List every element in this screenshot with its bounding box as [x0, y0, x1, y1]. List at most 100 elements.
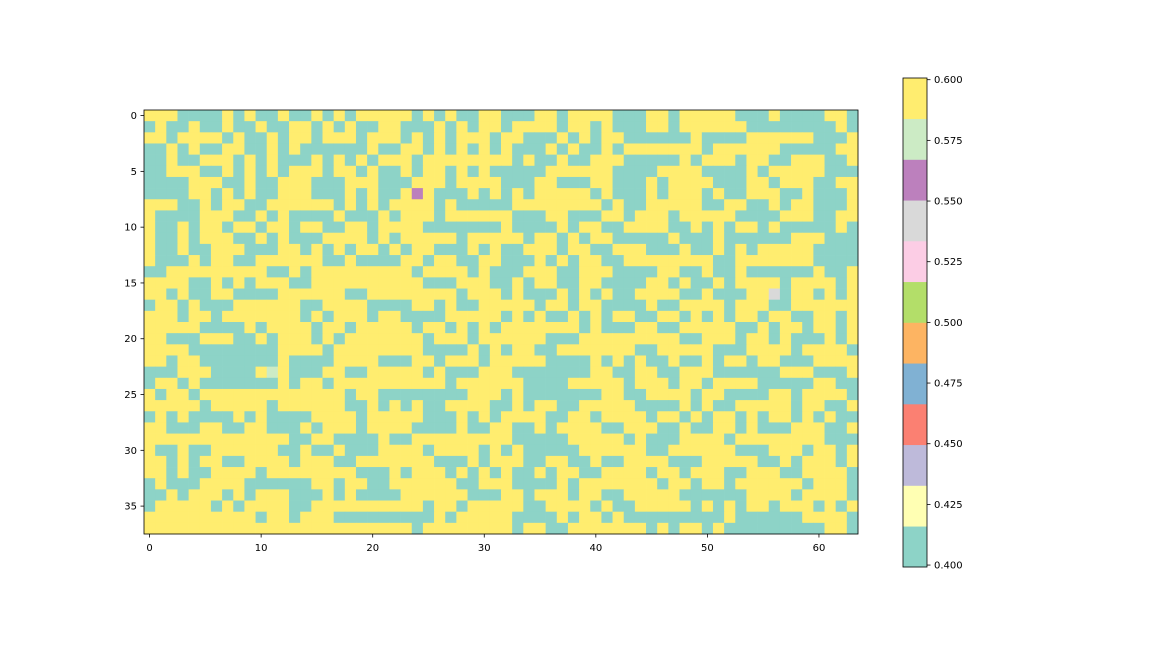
- heatmap-cell: [668, 266, 680, 278]
- heatmap-cell: [233, 288, 245, 301]
- heatmap-cell: [601, 121, 613, 133]
- heatmap-cell: [322, 132, 335, 144]
- heatmap-cell: [668, 511, 680, 524]
- heatmap-cell: [623, 243, 636, 256]
- heatmap-cell: [277, 366, 290, 379]
- heatmap-cell: [556, 176, 569, 189]
- heatmap-cell: [623, 288, 636, 301]
- heatmap-cell: [534, 288, 546, 301]
- heatmap-cell: [534, 388, 546, 401]
- heatmap-cell: [400, 154, 413, 167]
- heatmap-cell: [579, 255, 591, 267]
- heatmap-cell: [724, 444, 736, 457]
- heatmap-cell: [701, 444, 714, 457]
- heatmap-cell: [712, 355, 725, 367]
- heatmap-cell: [712, 478, 725, 490]
- heatmap-cell: [791, 455, 803, 468]
- heatmap-cell: [199, 188, 212, 200]
- heatmap-cell: [355, 310, 368, 323]
- heatmap-cell: [411, 444, 424, 457]
- heatmap-cell: [679, 110, 692, 122]
- heatmap-cell: [623, 444, 636, 457]
- heatmap-cell: [579, 210, 591, 222]
- heatmap-cell: [344, 277, 357, 289]
- heatmap-cell: [802, 154, 814, 167]
- heatmap-cell: [411, 422, 424, 434]
- heatmap-cell: [813, 500, 825, 513]
- heatmap-cell: [456, 355, 468, 367]
- heatmap-cell: [300, 355, 312, 367]
- heatmap-cell: [690, 221, 703, 234]
- heatmap-cell: [422, 132, 435, 144]
- heatmap-cell: [657, 266, 669, 278]
- heatmap-cell: [344, 154, 357, 167]
- heatmap-cell: [244, 400, 256, 412]
- heatmap-cell: [144, 299, 156, 312]
- heatmap-cell: [244, 444, 256, 457]
- heatmap-cell: [690, 500, 703, 513]
- heatmap-cell: [657, 165, 669, 178]
- heatmap-cell: [144, 455, 156, 468]
- heatmap-cell: [779, 288, 792, 301]
- heatmap-cell: [289, 277, 301, 289]
- heatmap-cell: [322, 467, 335, 479]
- heatmap-cell: [590, 500, 602, 513]
- heatmap-cell: [634, 478, 647, 490]
- heatmap-cell: [333, 199, 346, 211]
- heatmap-cell: [590, 188, 602, 200]
- heatmap-cell: [422, 444, 435, 457]
- heatmap-cell: [411, 221, 424, 234]
- heatmap-cell: [467, 176, 480, 189]
- heatmap-cell: [690, 511, 703, 524]
- heatmap-cell: [668, 143, 680, 155]
- heatmap-cell: [724, 411, 736, 423]
- heatmap-cell: [344, 232, 357, 245]
- heatmap-cell: [333, 422, 346, 434]
- heatmap-cell: [400, 411, 413, 423]
- heatmap-cell: [199, 478, 212, 490]
- heatmap-cell: [422, 188, 435, 200]
- heatmap-cell: [623, 266, 636, 278]
- heatmap-cell: [289, 143, 301, 155]
- heatmap-cell: [333, 366, 346, 379]
- heatmap-cell: [712, 165, 725, 178]
- heatmap-cell: [311, 199, 323, 211]
- heatmap-cell: [634, 165, 647, 178]
- heatmap-cell: [813, 299, 825, 312]
- heatmap-cell: [846, 522, 859, 535]
- heatmap-cell: [489, 221, 502, 234]
- heatmap-cell: [188, 333, 201, 345]
- heatmap-cell: [300, 411, 312, 423]
- heatmap-cell: [679, 221, 692, 234]
- heatmap-cell: [768, 355, 781, 367]
- heatmap-cell: [746, 366, 758, 379]
- heatmap-cell: [657, 500, 669, 513]
- heatmap-cell: [177, 132, 189, 144]
- heatmap-cell: [824, 232, 837, 245]
- heatmap-cell: [367, 288, 379, 301]
- heatmap-cell: [222, 110, 234, 122]
- heatmap-cell: [679, 411, 692, 423]
- heatmap-cell: [757, 322, 770, 334]
- heatmap-cell: [244, 388, 256, 401]
- heatmap-cell: [266, 433, 279, 446]
- heatmap-cell: [768, 176, 781, 189]
- heatmap-cell: [489, 232, 502, 245]
- heatmap-cell: [277, 277, 290, 289]
- heatmap-cell: [411, 333, 424, 345]
- heatmap-cell: [701, 455, 714, 468]
- heatmap-cell: [322, 110, 335, 122]
- heatmap-cell: [668, 221, 680, 234]
- heatmap-cell: [456, 121, 468, 133]
- heatmap-cell: [824, 154, 837, 167]
- heatmap-cell: [478, 232, 491, 245]
- heatmap-cell: [668, 322, 680, 334]
- heatmap-cell: [735, 210, 747, 222]
- heatmap-cell: [556, 522, 569, 535]
- heatmap-cell: [746, 478, 758, 490]
- heatmap-cell: [579, 132, 591, 144]
- heatmap-cell: [244, 511, 256, 524]
- heatmap-cell: [523, 400, 535, 412]
- heatmap-cells: [144, 110, 859, 535]
- heatmap-cell: [646, 310, 658, 323]
